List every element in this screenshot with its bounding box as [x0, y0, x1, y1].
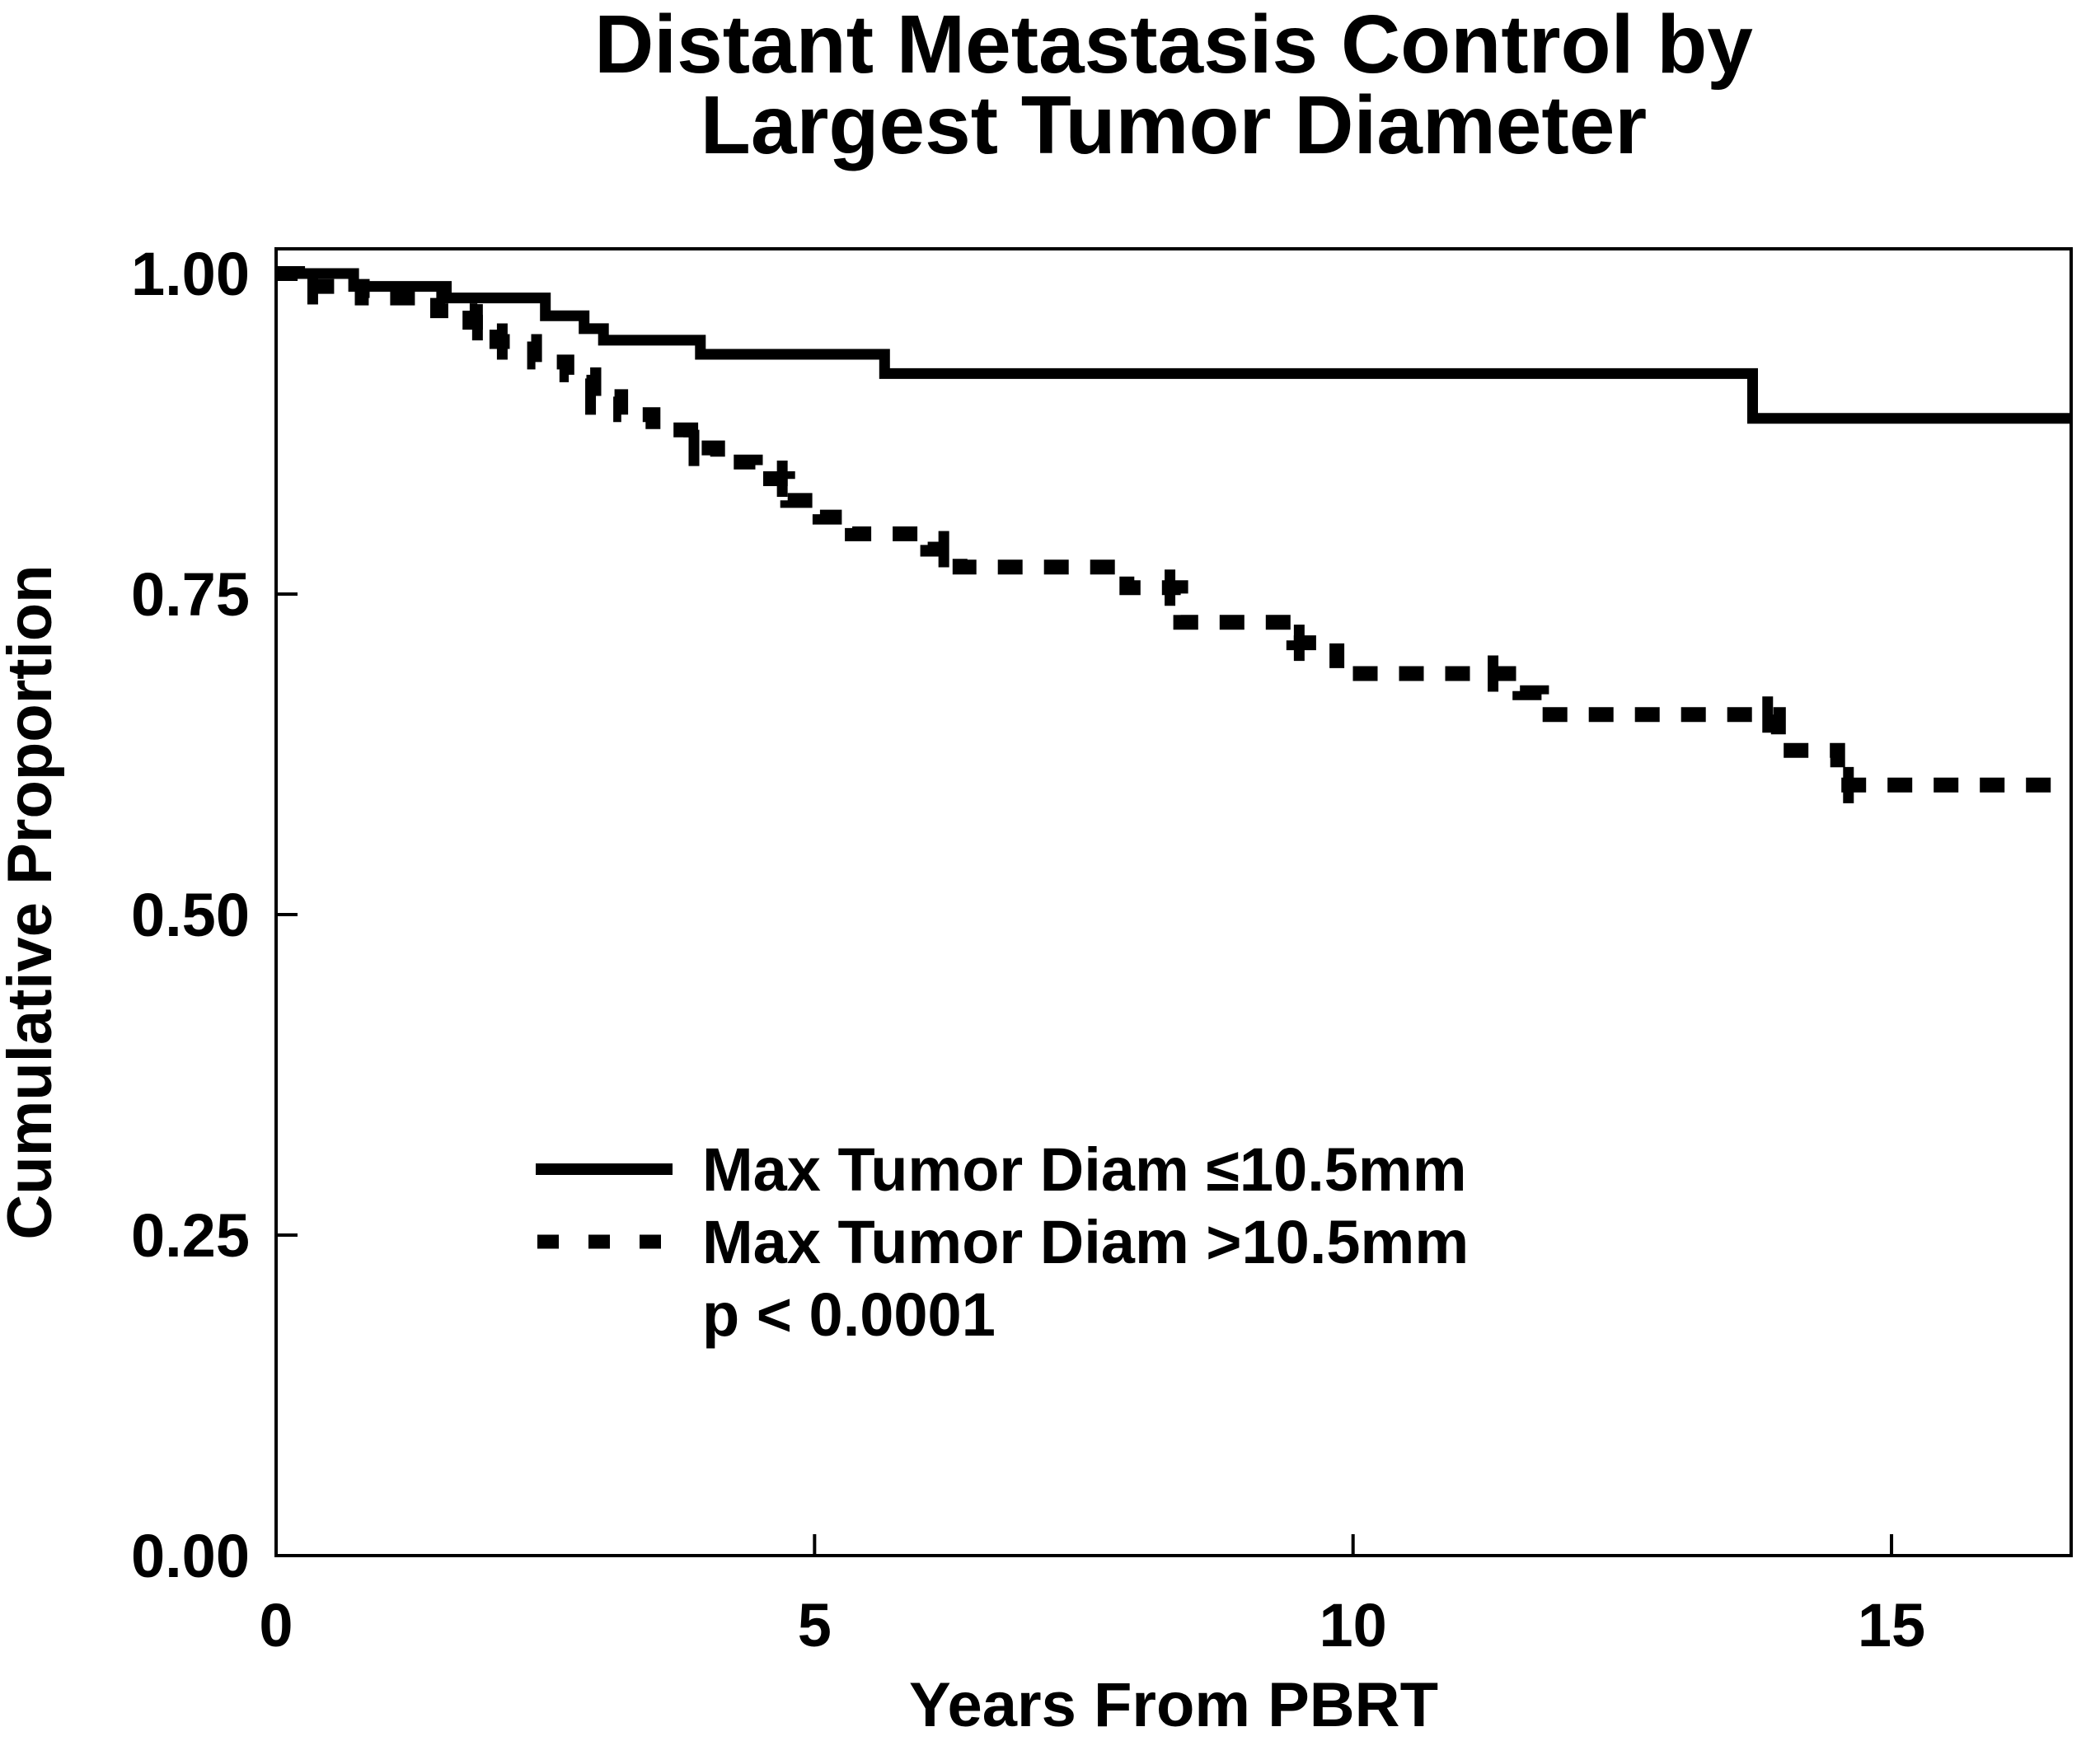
y-tick-label-0.50: 0.50 — [131, 881, 250, 949]
x-tick-label-5: 5 — [798, 1591, 832, 1659]
dashed-series-path — [276, 266, 2072, 793]
x-tick-label-0: 0 — [259, 1591, 293, 1659]
x-tick-label-10: 10 — [1320, 1591, 1387, 1659]
y-tick-label-0.75: 0.75 — [131, 560, 250, 629]
y-tick-label-0.25: 0.25 — [131, 1201, 250, 1270]
chart-title-line1: Distant Metastasis Control by — [594, 0, 1753, 91]
y-tick-label-0.00: 0.00 — [131, 1522, 250, 1590]
plot-frame — [274, 247, 2073, 1557]
solid-series-path — [276, 268, 2072, 424]
y-axis-label: Cumulative Proportion — [0, 564, 65, 1239]
chart-title-line2: Largest Tumor Diameter — [701, 79, 1647, 171]
x-tick-label-15: 15 — [1858, 1591, 1925, 1659]
p-value-text: p < 0.0001 — [702, 1280, 996, 1349]
y-tick-label-1.00: 1.00 — [131, 240, 250, 308]
x-axis-label: Years From PBRT — [909, 1670, 1438, 1740]
legend-label-dashed: Max Tumor Diam >10.5mm — [702, 1208, 1469, 1276]
legend-label-solid: Max Tumor Diam ≤10.5mm — [702, 1135, 1467, 1204]
